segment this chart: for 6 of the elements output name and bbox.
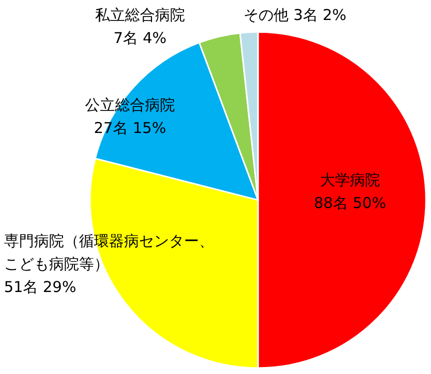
data-label: 51名 29% xyxy=(4,278,76,296)
slice-label: 私立総合病院 xyxy=(95,6,185,24)
data-label: 7名 4% xyxy=(113,29,167,47)
slice-label: 大学病院 xyxy=(320,171,380,189)
data-label: 88名 50% xyxy=(314,194,386,212)
slice-label: その他 3名 2% xyxy=(244,6,346,24)
